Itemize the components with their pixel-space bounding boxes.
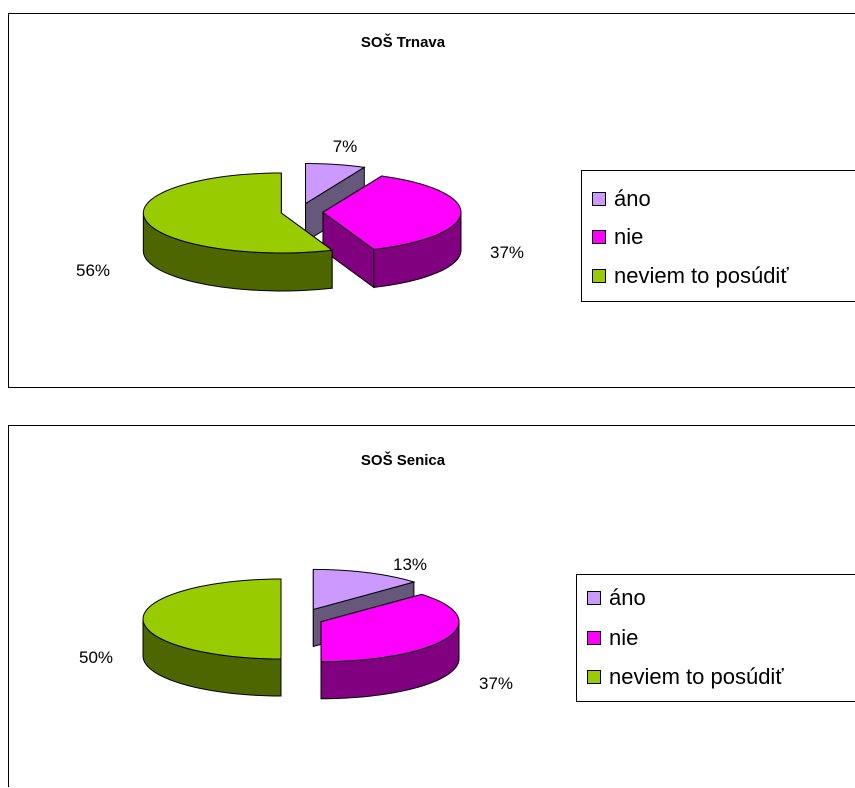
pie-slice-nie — [320, 593, 460, 700]
legend-swatch-nie — [587, 631, 601, 645]
legend-label-nie: nie — [614, 224, 644, 249]
pie-slice-neviem — [142, 578, 282, 697]
legend-label-nie: nie — [609, 625, 639, 650]
chart-frame-senica: SOŠ Senica 13% 37% 50% áno nie neviem to p… — [8, 425, 855, 787]
legend-label-neviem: neviem to posúdiť — [609, 664, 784, 689]
legend-label-neviem: neviem to posúdiť — [614, 263, 789, 288]
data-label-neviem: 50% — [79, 648, 113, 667]
chart-title: SOŠ Senica — [361, 451, 446, 469]
pie-slice-neviem — [142, 172, 334, 292]
legend: áno nie neviem to posúdiť — [581, 170, 855, 302]
legend-swatch-neviem — [592, 269, 606, 283]
legend-item-ano: áno — [592, 186, 651, 211]
legend-item-nie: nie — [592, 224, 644, 249]
chart-frame-trnava: SOŠ Trnava 7% 37% 56% áno nie neviem to po… — [8, 13, 855, 388]
legend-swatch-nie — [592, 230, 606, 244]
data-label-nie: 37% — [479, 674, 513, 693]
legend-item-nie: nie — [587, 625, 639, 650]
legend-label-ano: áno — [609, 585, 646, 610]
data-label-ano: 13% — [393, 555, 427, 574]
pie-slices — [142, 163, 462, 292]
legend-label-ano: áno — [614, 186, 651, 211]
pie-chart-senica: SOŠ Senica 13% 37% 50% — [79, 451, 513, 700]
data-label-ano: 7% — [333, 137, 358, 156]
legend: áno nie neviem to posúdiť — [576, 574, 855, 702]
legend-item-neviem: neviem to posúdiť — [587, 664, 784, 689]
legend-swatch-neviem — [587, 670, 601, 684]
legend-item-neviem: neviem to posúdiť — [592, 263, 789, 288]
pie-slices — [142, 568, 460, 700]
legend-item-ano: áno — [587, 585, 646, 610]
legend-swatch-ano — [592, 192, 606, 206]
pie-slice-nie — [322, 175, 462, 289]
chart-title: SOŠ Trnava — [361, 33, 446, 51]
data-label-nie: 37% — [490, 243, 524, 262]
pie-chart-trnava: SOŠ Trnava 7% 37% 56% — [76, 33, 524, 292]
data-label-neviem: 56% — [76, 261, 110, 280]
legend-swatch-ano — [587, 591, 601, 605]
